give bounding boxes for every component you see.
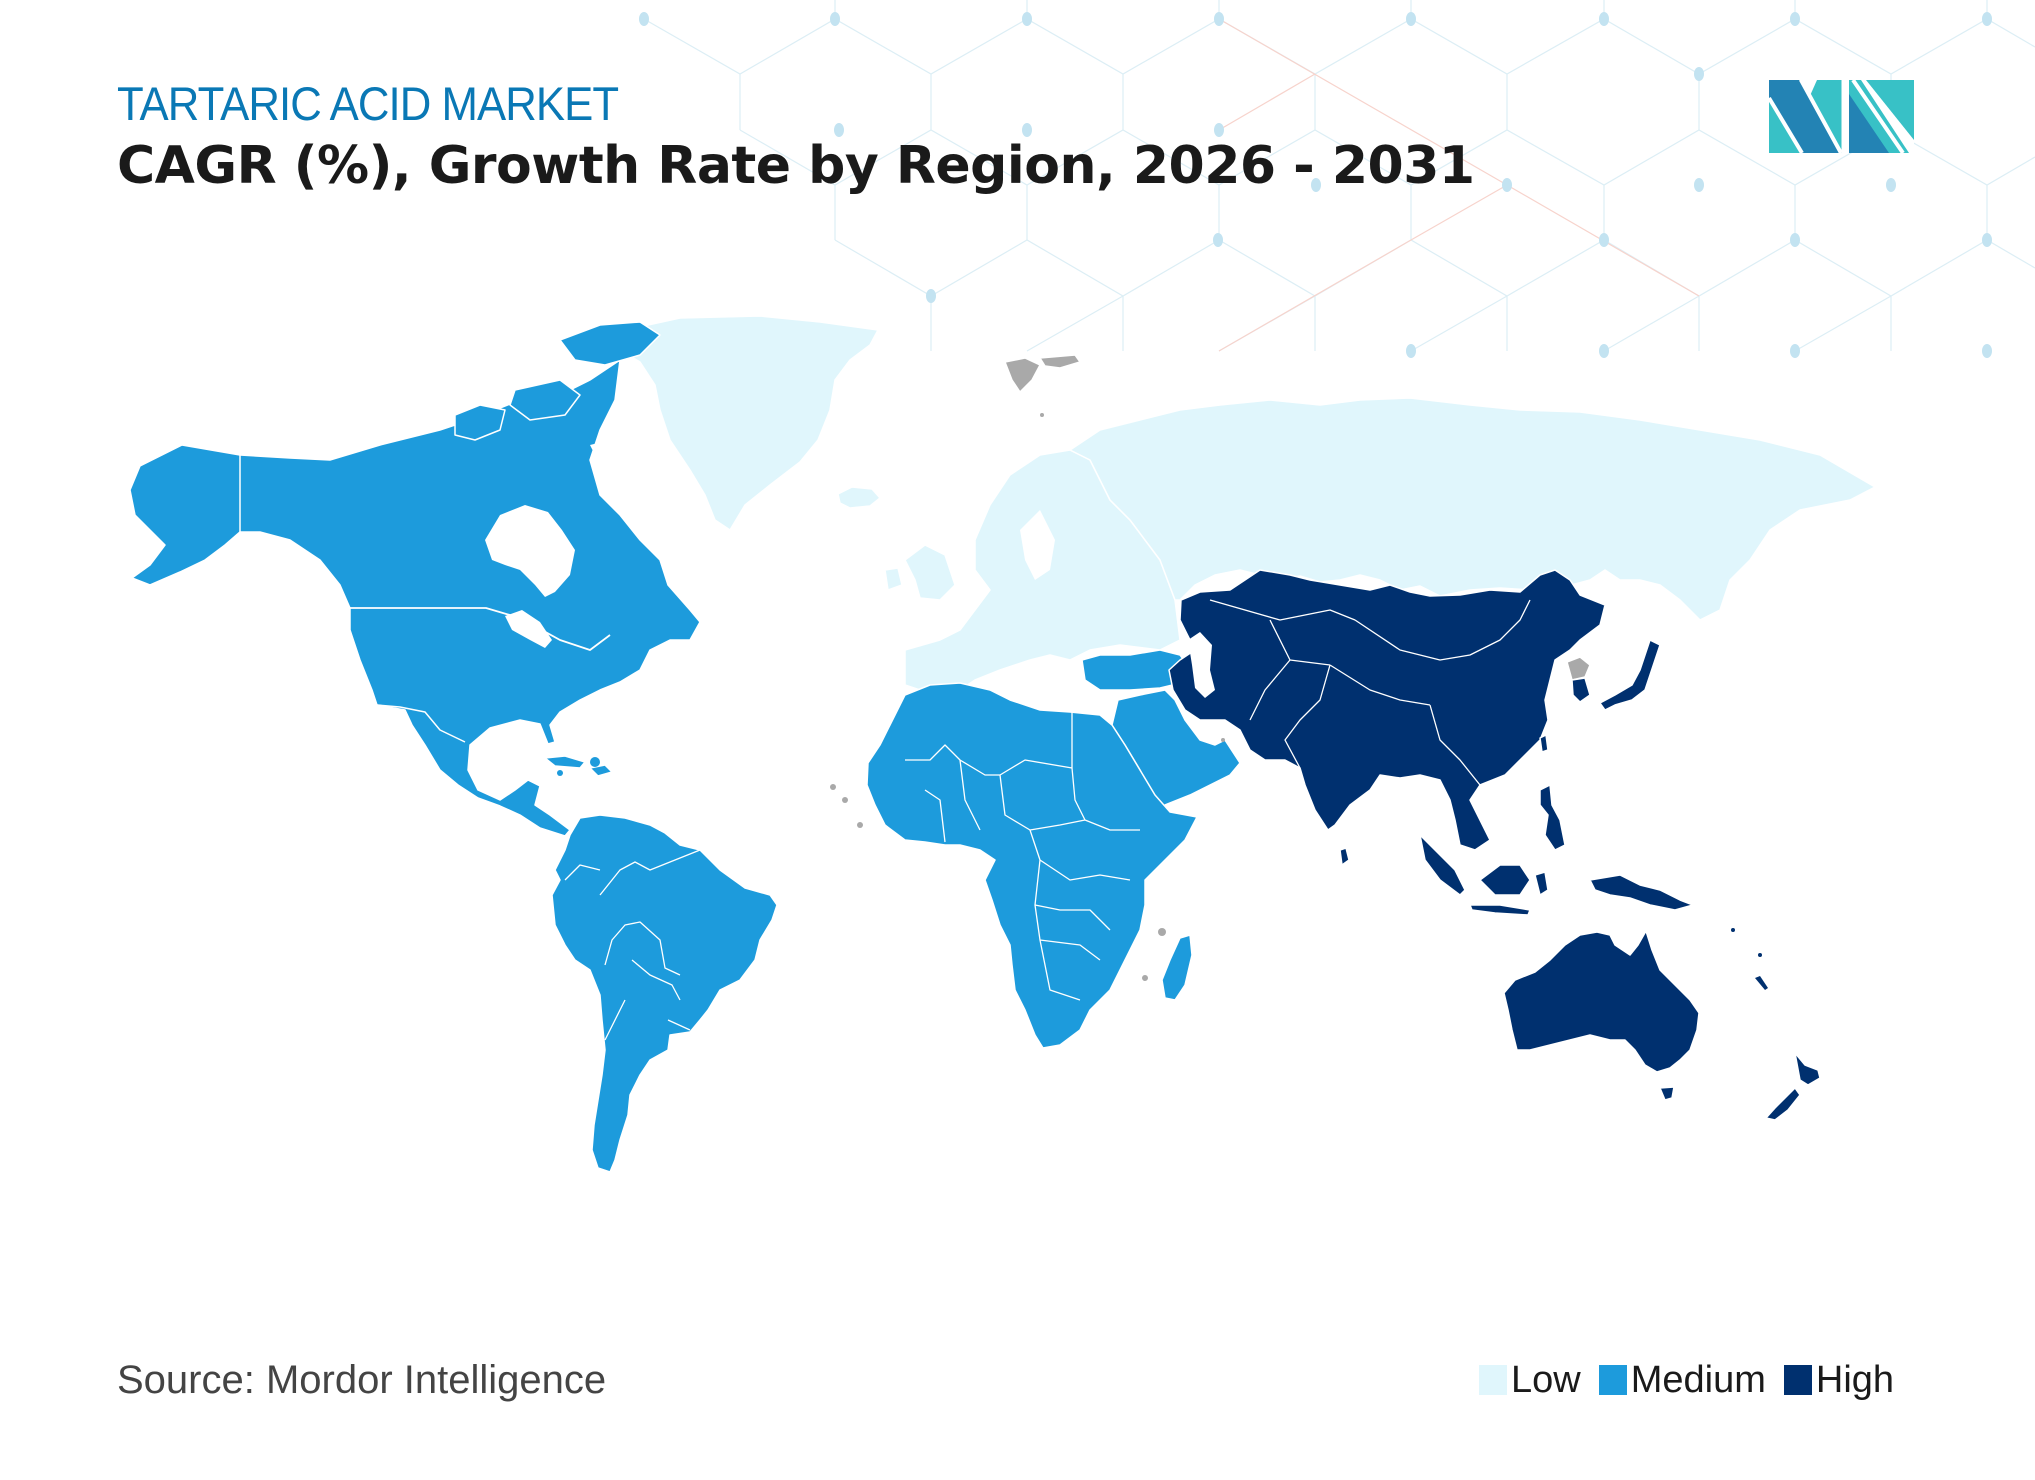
region-north-america (129, 359, 701, 837)
region-australia (1503, 930, 1700, 1073)
region-madagascar (1161, 934, 1193, 1001)
region-south-america (551, 814, 778, 1173)
legend-swatch-low (1479, 1365, 1507, 1395)
legend-label-medium: Medium (1630, 1359, 1766, 1401)
region-south-korea (1571, 677, 1591, 703)
legend-item-medium: Medium (1598, 1359, 1766, 1401)
region-ireland (884, 567, 903, 591)
region-asia (1168, 569, 1606, 851)
legend-item-high: High (1783, 1359, 1895, 1401)
legend: Low Medium High (1479, 1360, 1912, 1400)
legend-label-high: High (1815, 1359, 1895, 1401)
region-new-zealand (1794, 1052, 1821, 1086)
region-iceland (837, 486, 881, 509)
legend-swatch-medium (1598, 1365, 1627, 1395)
region-greenland (619, 315, 879, 531)
region-africa (866, 682, 1198, 1049)
legend-swatch-high (1783, 1365, 1812, 1395)
legend-label-low: Low (1511, 1359, 1581, 1401)
region-russia (1069, 397, 1876, 621)
background-lattice (639, 0, 2035, 358)
chart-header: TARTARIC ACID MARKET CAGR (%), Growth Ra… (117, 78, 1475, 198)
mordor-intelligence-logo-icon (1769, 80, 1914, 153)
chart-title: CAGR (%), Growth Rate by Region, 2026 - … (117, 136, 1475, 196)
market-name: TARTARIC ACID MARKET (117, 77, 619, 130)
region-uk (904, 544, 956, 601)
region-svalbard (1004, 357, 1041, 393)
legend-item-low: Low (1479, 1360, 1581, 1400)
region-japan (1599, 639, 1661, 711)
region-tasmania (1659, 1086, 1675, 1101)
region-north-korea (1566, 656, 1591, 681)
source-note: Source: Mordor Intelligence (117, 1358, 607, 1402)
